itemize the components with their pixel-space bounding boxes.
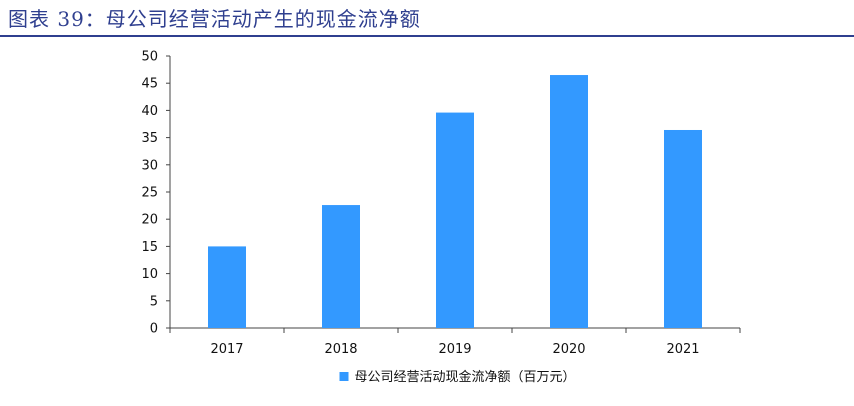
chart-bars	[208, 75, 702, 329]
x-tick-label: 2017	[210, 342, 243, 357]
y-tick-label: 45	[141, 77, 158, 92]
x-axis-ticks: 2017 2018 2019 2020 2021	[169, 328, 741, 357]
x-tick-label: 2020	[552, 342, 585, 357]
y-tick-label: 0	[150, 322, 158, 337]
y-tick-label: 15	[141, 240, 158, 255]
y-axis-ticks: 0 5 10 15 20 25 30 35 40 45 50	[141, 50, 170, 337]
y-tick-label: 5	[150, 294, 158, 309]
bar-2019	[436, 112, 474, 329]
y-tick-label: 20	[141, 213, 158, 228]
figure-title: 图表 39：母公司经营活动产生的现金流净额	[8, 7, 421, 31]
y-tick-label: 30	[141, 158, 158, 173]
title-divider	[0, 35, 854, 37]
bar-2021	[664, 129, 702, 328]
legend-label: 母公司经营活动现金流净额（百万元）	[355, 369, 576, 385]
y-tick-label: 25	[141, 186, 158, 201]
y-tick-label: 35	[141, 131, 158, 146]
bar-2018	[322, 205, 360, 328]
y-tick-label: 50	[141, 50, 158, 65]
y-tick-label: 10	[141, 267, 158, 282]
x-tick-label: 2019	[438, 342, 471, 357]
chart-legend: 母公司经营活动现金流净额（百万元）	[339, 369, 576, 385]
x-tick-label: 2018	[324, 342, 357, 357]
bar-2020	[550, 75, 588, 328]
bar-2017	[208, 246, 246, 328]
y-tick-label: 40	[141, 104, 158, 119]
legend-swatch	[339, 372, 349, 381]
x-tick-label: 2021	[666, 342, 699, 357]
